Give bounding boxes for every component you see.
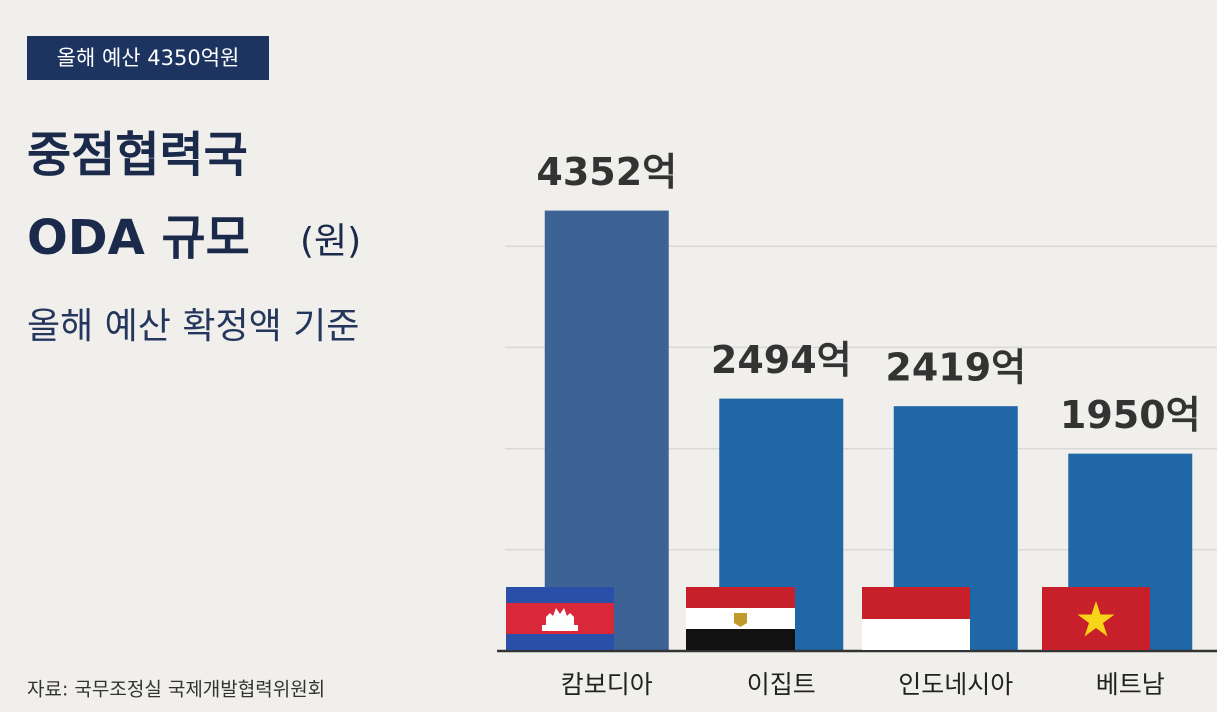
- source: 자료: 국무조정실 국제개발협력위원회: [27, 679, 325, 701]
- value-label: 2494억: [711, 338, 852, 382]
- unit: (원): [300, 221, 361, 262]
- flag-cambodia: [506, 587, 614, 650]
- value-label: 4352억: [536, 150, 677, 194]
- x-tick-label: 베트남: [1096, 670, 1165, 699]
- flag-vietnam: [1042, 587, 1150, 650]
- x-tick-label: 캄보디아: [561, 670, 653, 699]
- chart-title: ODA 규모: [27, 210, 250, 266]
- bar: [544, 210, 669, 651]
- x-tick-label: 이집트: [747, 670, 816, 699]
- value-label: 2419억: [885, 346, 1026, 390]
- subtitle: 올해 예산 확정액 기준: [27, 306, 359, 347]
- badge-box: [27, 36, 269, 80]
- flag-indonesia: [862, 587, 970, 650]
- flag-egypt: [686, 587, 795, 650]
- x-tick-label: 인도네시아: [898, 670, 1013, 699]
- flags: [506, 587, 1150, 650]
- badge: 올해 예산 4350억원: [57, 46, 240, 70]
- value-label: 1950억: [1060, 393, 1201, 437]
- chart-title: 중점협력국: [27, 127, 248, 183]
